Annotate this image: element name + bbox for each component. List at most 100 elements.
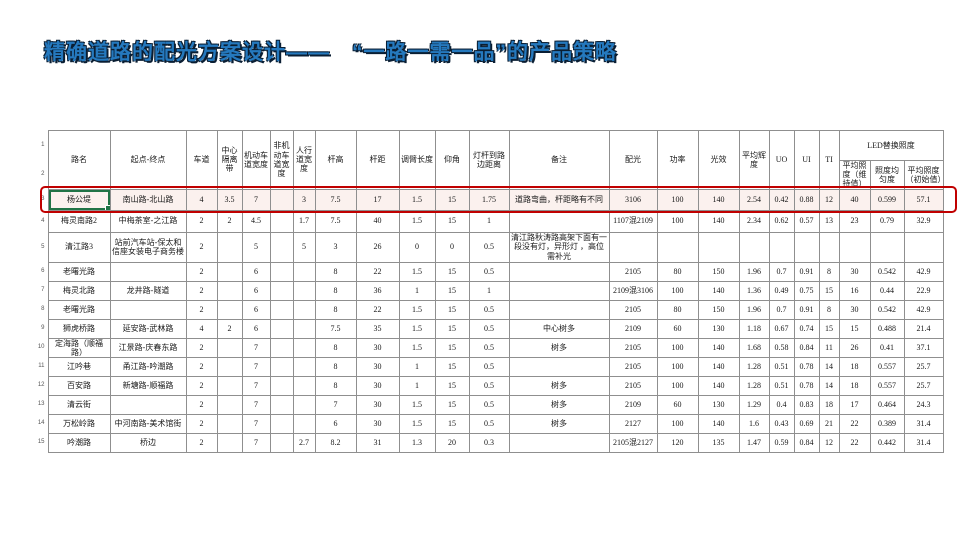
table-cell[interactable]: 1.96 bbox=[738, 261, 770, 282]
table-cell[interactable]: 1.5 bbox=[398, 413, 436, 434]
table-cell[interactable] bbox=[269, 394, 294, 415]
table-cell[interactable]: 57.1 bbox=[903, 188, 944, 211]
table-cell[interactable] bbox=[269, 280, 294, 301]
table-cell[interactable]: 0.69 bbox=[793, 413, 820, 434]
table-cell[interactable]: 2105 bbox=[608, 375, 658, 396]
table-cell[interactable]: 2.34 bbox=[738, 209, 770, 233]
table-cell[interactable]: 1 bbox=[468, 209, 510, 233]
table-cell[interactable]: 140 bbox=[697, 280, 740, 301]
table-cell[interactable]: 14 bbox=[818, 356, 840, 377]
table-cell[interactable]: 7 bbox=[241, 375, 271, 396]
table-cell[interactable]: 0.91 bbox=[793, 261, 820, 282]
table-cell[interactable]: 老曙光路 bbox=[47, 299, 111, 320]
table-cell[interactable] bbox=[838, 231, 871, 263]
table-cell[interactable]: 1 bbox=[468, 280, 510, 301]
table-cell[interactable]: 135 bbox=[697, 432, 740, 453]
table-cell[interactable]: 15 bbox=[434, 318, 470, 339]
table-cell[interactable]: 0.42 bbox=[768, 188, 795, 211]
table-cell[interactable] bbox=[818, 231, 840, 263]
table-cell[interactable]: 17 bbox=[838, 394, 871, 415]
table-cell[interactable]: 1 bbox=[398, 280, 436, 301]
table-cell[interactable]: 6 bbox=[241, 261, 271, 282]
table-cell[interactable]: 0.58 bbox=[768, 337, 795, 358]
table-cell[interactable]: 2 bbox=[185, 261, 218, 282]
table-cell[interactable]: 1.96 bbox=[738, 299, 770, 320]
table-cell[interactable]: 11 bbox=[818, 337, 840, 358]
table-cell[interactable]: 130 bbox=[697, 318, 740, 339]
table-cell[interactable]: 清江路3 bbox=[47, 231, 111, 263]
table-cell[interactable]: 100 bbox=[656, 337, 699, 358]
table-cell[interactable]: 2 bbox=[185, 356, 218, 377]
table-cell[interactable]: 12 bbox=[818, 432, 840, 453]
table-cell[interactable]: 龙井路-隧道 bbox=[109, 280, 187, 301]
table-cell[interactable] bbox=[292, 337, 316, 358]
table-cell[interactable] bbox=[216, 356, 243, 377]
table-cell[interactable]: 36 bbox=[355, 280, 400, 301]
table-cell[interactable]: 37.1 bbox=[903, 337, 944, 358]
table-cell[interactable]: 140 bbox=[697, 209, 740, 233]
table-cell[interactable]: 8 bbox=[314, 356, 357, 377]
table-cell[interactable]: 30 bbox=[355, 394, 400, 415]
table-cell[interactable] bbox=[292, 318, 316, 339]
table-cell[interactable]: 2 bbox=[216, 209, 243, 233]
table-cell[interactable] bbox=[697, 231, 740, 263]
table-cell[interactable]: 8 bbox=[314, 337, 357, 358]
table-cell[interactable]: 树多 bbox=[508, 413, 610, 434]
table-cell[interactable] bbox=[508, 261, 610, 282]
table-cell[interactable]: 江景路-庆春东路 bbox=[109, 337, 187, 358]
table-cell[interactable]: 0.557 bbox=[869, 375, 905, 396]
table-cell[interactable]: 4 bbox=[185, 318, 218, 339]
table-cell[interactable]: 150 bbox=[697, 299, 740, 320]
table-cell[interactable]: 3106 bbox=[608, 188, 658, 211]
table-cell[interactable] bbox=[216, 375, 243, 396]
table-cell[interactable]: 17 bbox=[355, 188, 400, 211]
table-cell[interactable]: 0.7 bbox=[768, 261, 795, 282]
table-cell[interactable]: 100 bbox=[656, 280, 699, 301]
table-cell[interactable]: 0.84 bbox=[793, 432, 820, 453]
table-cell[interactable]: 30 bbox=[355, 375, 400, 396]
table-cell[interactable]: 20 bbox=[434, 432, 470, 453]
table-cell[interactable]: 0.43 bbox=[768, 413, 795, 434]
table-cell[interactable]: 0.41 bbox=[869, 337, 905, 358]
table-cell[interactable]: 18 bbox=[818, 394, 840, 415]
table-cell[interactable]: 31.4 bbox=[903, 432, 944, 453]
table-cell[interactable]: 0.4 bbox=[768, 394, 795, 415]
table-cell[interactable]: 31 bbox=[355, 432, 400, 453]
table-cell[interactable]: 22.9 bbox=[903, 280, 944, 301]
table-cell[interactable]: 0.488 bbox=[869, 318, 905, 339]
table-cell[interactable]: 0.599 bbox=[869, 188, 905, 211]
table-cell[interactable]: 2.54 bbox=[738, 188, 770, 211]
table-cell[interactable]: 15 bbox=[434, 188, 470, 211]
table-cell[interactable] bbox=[216, 231, 243, 263]
table-cell[interactable]: 1.5 bbox=[398, 209, 436, 233]
table-cell[interactable]: 30 bbox=[355, 413, 400, 434]
table-cell[interactable]: 15 bbox=[818, 280, 840, 301]
table-cell[interactable]: 1.5 bbox=[398, 261, 436, 282]
table-cell[interactable] bbox=[109, 261, 187, 282]
table-cell[interactable]: 0.91 bbox=[793, 299, 820, 320]
table-cell[interactable]: 延安路-武林路 bbox=[109, 318, 187, 339]
table-cell[interactable]: 桥边 bbox=[109, 432, 187, 453]
table-cell[interactable]: 18 bbox=[838, 356, 871, 377]
table-cell[interactable] bbox=[508, 209, 610, 233]
table-cell[interactable]: 15 bbox=[434, 209, 470, 233]
table-cell[interactable]: 100 bbox=[656, 209, 699, 233]
table-cell[interactable]: 清江路秋涛路高架下面有一段没有灯，异形灯 ，高位需补光 bbox=[508, 231, 610, 263]
table-cell[interactable] bbox=[508, 356, 610, 377]
table-cell[interactable]: 0.5 bbox=[468, 413, 510, 434]
table-cell[interactable]: 1.5 bbox=[398, 318, 436, 339]
table-cell[interactable] bbox=[109, 299, 187, 320]
table-cell[interactable]: 2127 bbox=[608, 413, 658, 434]
table-cell[interactable]: 2 bbox=[216, 318, 243, 339]
table-cell[interactable] bbox=[269, 432, 294, 453]
table-cell[interactable]: 0.44 bbox=[869, 280, 905, 301]
table-cell[interactable]: 140 bbox=[697, 413, 740, 434]
table-cell[interactable]: 0 bbox=[434, 231, 470, 263]
table-cell[interactable]: 2 bbox=[185, 375, 218, 396]
table-cell[interactable]: 3.5 bbox=[216, 188, 243, 211]
table-cell[interactable] bbox=[216, 280, 243, 301]
table-cell[interactable] bbox=[216, 337, 243, 358]
table-cell[interactable]: 0.5 bbox=[468, 394, 510, 415]
table-cell[interactable]: 8.2 bbox=[314, 432, 357, 453]
table-cell[interactable] bbox=[269, 231, 294, 263]
